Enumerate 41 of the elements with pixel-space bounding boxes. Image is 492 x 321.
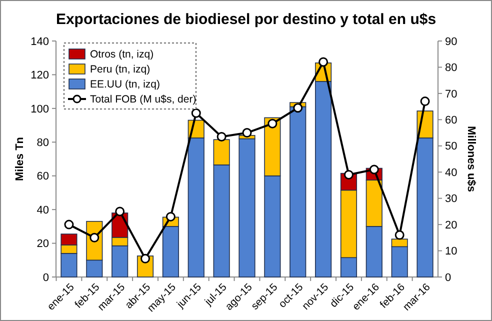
y2-tick-label: 90 [445,36,458,48]
y2-tick-label: 10 [445,246,458,258]
point [64,220,74,230]
y-tick-label: 0 [42,272,49,284]
y-tick-label: 80 [36,136,49,149]
point [140,254,150,264]
point [268,118,278,128]
point [166,212,176,222]
y2-tick-label: 80 [445,62,458,74]
y-tick-label: 100 [30,103,49,116]
point [420,96,430,106]
legend-label: Peru (tn, izq) [90,64,150,76]
point [216,132,226,142]
legend-label: Total FOB (M u$s, der) [90,94,196,106]
legend-label: Otros (tn, izq) [90,48,154,61]
y2-tick-label: 30 [445,193,458,206]
y-tick-label: 120 [30,70,49,82]
point [191,108,201,118]
point [115,206,125,216]
point [394,230,404,240]
y2-axis-title: Millones u$s [465,126,477,192]
bar [290,106,306,278]
y-tick-label: 40 [36,204,49,216]
point [90,232,100,242]
legend-label: EE.UU (tn, izq) [90,78,160,91]
point [318,57,328,67]
y-axis-title: Miles Tn [14,136,26,182]
y2-tick-label: 20 [445,219,458,232]
y2-tick-label: 40 [445,166,458,179]
y-tick-label: 20 [36,238,49,250]
chart-title: Exportaciones de biodiesel por destino y total en u$s [56,11,436,28]
y-tick-label: 140 [30,36,49,48]
bar [238,138,256,278]
y2-tick-label: 50 [445,140,458,153]
y-tick-label: 60 [36,170,49,183]
point [242,128,252,138]
y2-tick-label: 70 [445,88,458,100]
y2-tick-label: 60 [445,114,458,127]
point [344,170,354,180]
point [293,103,303,113]
y2-tick-label: 0 [445,272,452,284]
